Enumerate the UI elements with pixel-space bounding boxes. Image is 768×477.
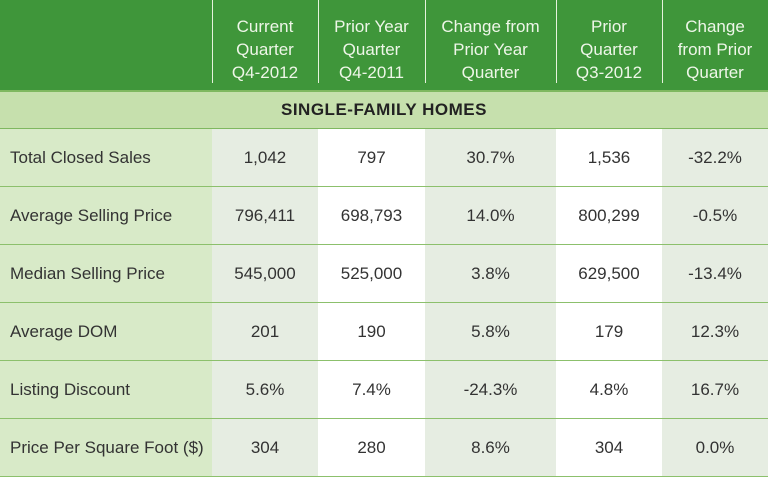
table-cell: 7.4% [318, 360, 425, 419]
column-header-line: Quarter [580, 40, 638, 59]
table-cell: 796,411 [212, 186, 318, 245]
column-header-line: Quarter [686, 63, 744, 82]
table-cell: 14.0% [425, 186, 556, 245]
table-cell: 12.3% [662, 302, 768, 361]
table-cell: 16.7% [662, 360, 768, 419]
column-header-line: Quarter [461, 63, 520, 82]
table-cell: 1,042 [212, 128, 318, 187]
row-label: Average DOM [0, 302, 212, 361]
column-header: Prior Quarter Q3-2012 [556, 0, 662, 91]
table-cell: 201 [212, 302, 318, 361]
column-header: Change from Prior Year Quarter [425, 0, 556, 91]
table-cell: 698,793 [318, 186, 425, 245]
table-cell: 304 [212, 418, 318, 477]
column-header-line: Change from [441, 17, 540, 36]
table-cell: -0.5% [662, 186, 768, 245]
column-header-line: Prior Year [334, 17, 409, 36]
table-cell: 5.6% [212, 360, 318, 419]
table-cell: 797 [318, 128, 425, 187]
table-cell: 525,000 [318, 244, 425, 303]
column-header-line: Change [685, 17, 745, 36]
table-cell: 304 [556, 418, 662, 477]
table-cell: 5.8% [425, 302, 556, 361]
table-cell: 629,500 [556, 244, 662, 303]
table-cell: 30.7% [425, 128, 556, 187]
column-header-line: Q3-2012 [575, 63, 643, 82]
table-cell: 190 [318, 302, 425, 361]
table-row: Average DOM 201 190 5.8% 179 12.3% [0, 302, 768, 361]
section-title: SINGLE-FAMILY HOMES [0, 90, 768, 129]
table-cell: 545,000 [212, 244, 318, 303]
table-cell: 4.8% [556, 360, 662, 419]
section-row: SINGLE-FAMILY HOMES [0, 90, 768, 129]
column-header: Change from Prior Quarter [662, 0, 768, 91]
header-row: Current Quarter Q4-2012 Prior Year Quarter Q4… [0, 0, 768, 91]
column-header: Prior Year Quarter Q4-2011 [318, 0, 425, 91]
table-row: Listing Discount 5.6% 7.4% -24.3% 4.8% 16.7% [0, 360, 768, 419]
row-label: Price Per Square Foot ($) [0, 418, 212, 477]
column-header-line: Prior [591, 17, 627, 36]
column-header-line: Current [236, 17, 294, 36]
table-row: Average Selling Price 796,411 698,793 14.0%… [0, 186, 768, 245]
table-row: Price Per Square Foot ($) 304 280 8.6% 304 0.… [0, 418, 768, 477]
column-header-line: from Prior [677, 40, 753, 59]
column-header-line: Quarter [236, 40, 294, 59]
table-cell: -24.3% [425, 360, 556, 419]
table-cell: 800,299 [556, 186, 662, 245]
table-cell: 3.8% [425, 244, 556, 303]
table-cell: -13.4% [662, 244, 768, 303]
table-cell: 280 [318, 418, 425, 477]
row-label: Average Selling Price [0, 186, 212, 245]
row-label: Listing Discount [0, 360, 212, 419]
column-header-line: Quarter [342, 40, 401, 59]
header-blank [0, 0, 212, 91]
table-cell: -32.2% [662, 128, 768, 187]
row-label: Total Closed Sales [0, 128, 212, 187]
table-cell: 8.6% [425, 418, 556, 477]
column-header-line: Q4-2011 [339, 63, 404, 82]
table-cell: 179 [556, 302, 662, 361]
column-header: Current Quarter Q4-2012 [212, 0, 318, 91]
column-header-line: Prior Year [453, 40, 528, 59]
table-row: Total Closed Sales 1,042 797 30.7% 1,536 -32.… [0, 128, 768, 187]
table-cell: 1,536 [556, 128, 662, 187]
table-cell: 0.0% [662, 418, 768, 477]
row-label: Median Selling Price [0, 244, 212, 303]
column-header-line: Q4-2012 [231, 63, 299, 82]
table-row: Median Selling Price 545,000 525,000 3.8% 62… [0, 244, 768, 303]
